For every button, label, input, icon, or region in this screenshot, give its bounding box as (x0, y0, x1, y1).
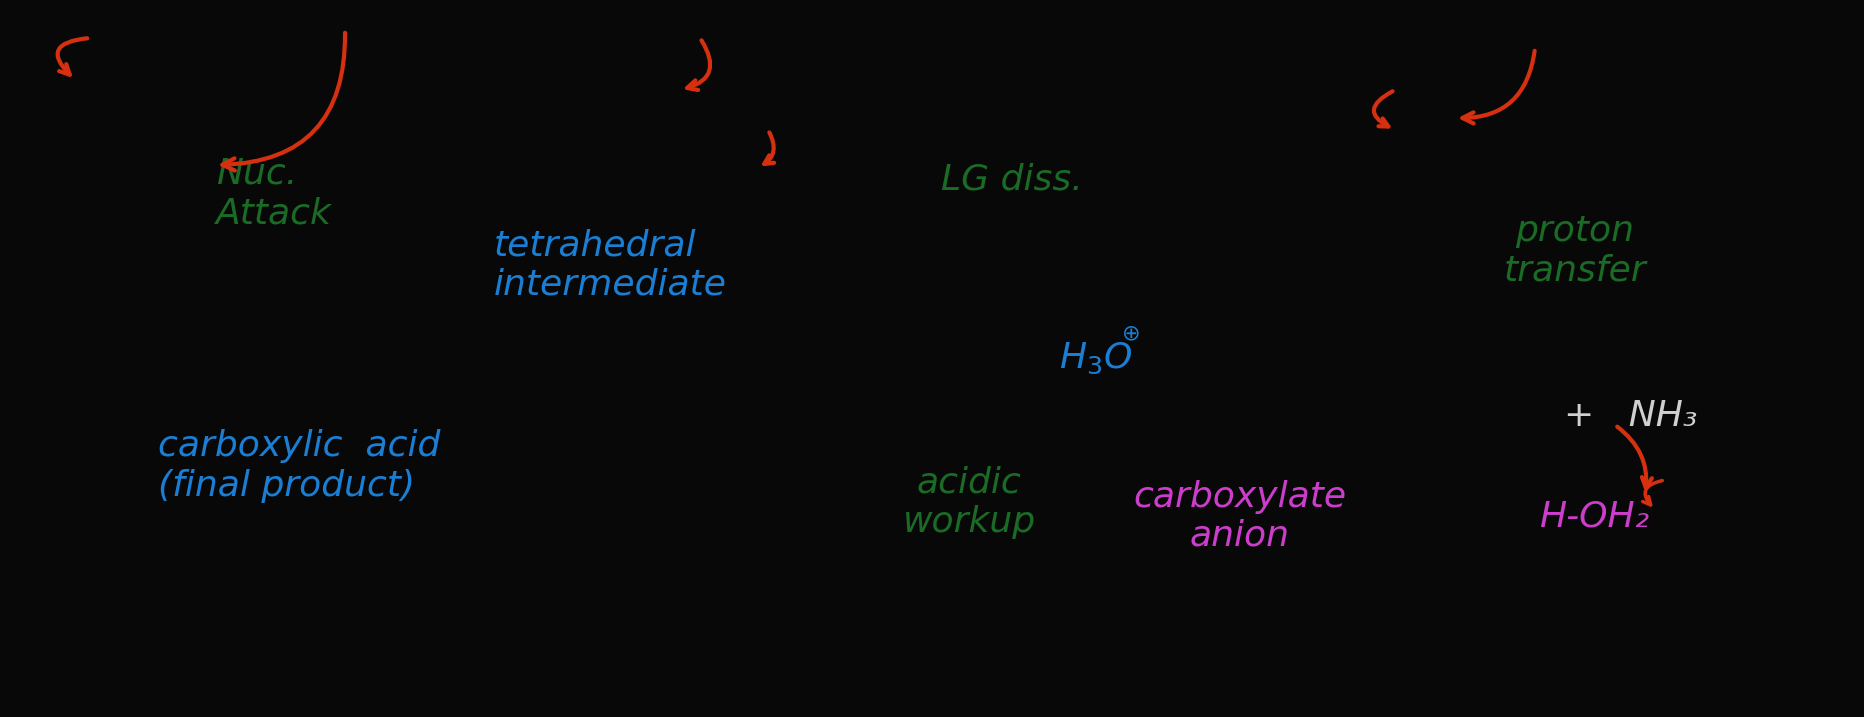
Text: acidic
workup: acidic workup (902, 465, 1036, 538)
Text: LG diss.: LG diss. (941, 162, 1083, 196)
Text: ⊕: ⊕ (1122, 323, 1141, 343)
Text: carboxylate
anion: carboxylate anion (1133, 480, 1346, 553)
Text: +   NH₃: + NH₃ (1564, 399, 1698, 433)
Text: carboxylic  acid
(final product): carboxylic acid (final product) (158, 429, 440, 503)
Text: proton
transfer: proton transfer (1504, 214, 1646, 288)
Text: H-OH₂: H-OH₂ (1538, 499, 1650, 533)
Text: Nuc.
Attack: Nuc. Attack (216, 157, 332, 230)
Text: H$_3$O: H$_3$O (1059, 341, 1131, 376)
Text: tetrahedral
intermediate: tetrahedral intermediate (494, 229, 727, 302)
